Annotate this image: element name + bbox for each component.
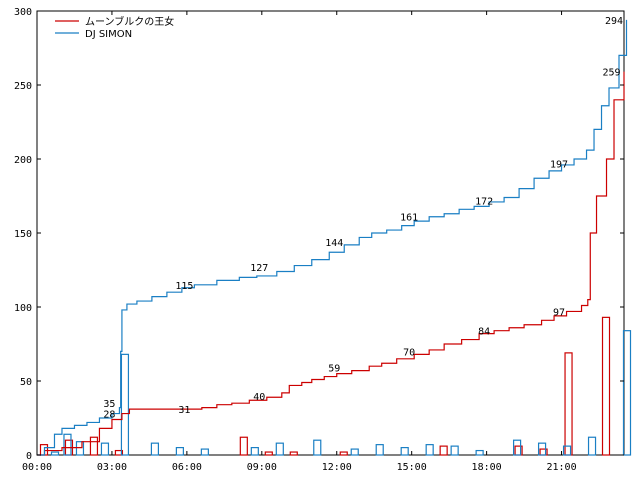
bar-1 — [150, 442, 160, 456]
x-tick-label: 12:00 — [322, 462, 352, 473]
y-tick-label: 150 — [14, 229, 32, 240]
y-tick-label: 300 — [14, 7, 32, 18]
data-label: 127 — [250, 263, 268, 274]
bar-0 — [439, 445, 448, 456]
bar-1 — [537, 442, 547, 456]
x-tick-label: 18:00 — [472, 462, 502, 473]
data-label: 31 — [178, 405, 190, 416]
legend-label-0: ムーンブルクの王女 — [85, 15, 174, 28]
data-label: 115 — [175, 281, 193, 292]
x-tick-label: 06:00 — [172, 462, 202, 473]
data-label: 144 — [325, 238, 343, 249]
bar-1 — [63, 433, 72, 456]
bar-1 — [400, 447, 409, 456]
legend: ムーンブルクの王女 DJ SIMON — [55, 15, 174, 40]
bar-0 — [564, 352, 573, 456]
lines-layer — [37, 19, 628, 456]
labels-layer: 28 31 40 59 70 84 97 259 35 115 127 144 161 172 197 294 — [103, 16, 623, 421]
data-label: 70 — [403, 347, 415, 358]
bar-1 — [50, 451, 60, 456]
x-tick-label: 00:00 — [22, 462, 52, 473]
plot-border — [36, 10, 625, 456]
data-label: 259 — [602, 68, 620, 79]
x-tick-label: 21:00 — [546, 462, 576, 473]
bar-1 — [587, 436, 597, 456]
x-tick-label: 09:00 — [247, 462, 277, 473]
bar-1 — [120, 353, 130, 456]
data-label: 84 — [478, 327, 490, 338]
bar-0 — [339, 451, 348, 456]
bar-1 — [512, 439, 522, 456]
bar-1 — [375, 444, 384, 456]
bar-1 — [475, 449, 484, 456]
legend-label-1: DJ SIMON — [85, 29, 132, 40]
bars-layer — [39, 316, 632, 456]
y-tick-label: 200 — [14, 155, 32, 166]
x-tick-label: 15:00 — [397, 462, 427, 473]
bar-1 — [622, 330, 632, 456]
data-label: 294 — [605, 16, 623, 27]
bar-1 — [250, 447, 259, 456]
bar-0 — [114, 449, 124, 456]
x-tick-label: 03:00 — [97, 462, 127, 473]
bar-0 — [289, 451, 298, 456]
bar-1 — [100, 442, 110, 456]
data-label: 172 — [475, 196, 493, 207]
data-label: 197 — [550, 159, 568, 170]
bar-1 — [450, 445, 459, 456]
bar-1 — [75, 441, 85, 456]
bar-1 — [275, 442, 284, 456]
y-tick-label: 250 — [14, 81, 32, 92]
y-tick-label: 50 — [20, 377, 32, 388]
bar-0 — [264, 451, 273, 456]
y-tick-label: 0 — [26, 451, 32, 462]
bar-1 — [350, 448, 359, 456]
axes-layer: 0 50 100 150 200 250 300 00:00 03:00 06:00 09:00 12… — [14, 7, 624, 473]
data-label: 97 — [553, 307, 565, 318]
series-line-0 — [37, 71, 625, 456]
bar-1 — [562, 445, 572, 456]
data-label: 35 — [103, 399, 115, 410]
plot-frame — [36, 10, 625, 456]
bar-1 — [200, 448, 209, 456]
bar-1 — [313, 439, 322, 456]
series-line-1 — [37, 19, 628, 456]
bar-1 — [175, 447, 184, 456]
bar-1 — [425, 444, 434, 456]
data-label: 40 — [253, 392, 265, 403]
bar-0 — [89, 436, 99, 456]
y-tick-label: 100 — [14, 303, 32, 314]
data-label: 28 — [103, 410, 115, 421]
data-label: 161 — [400, 213, 418, 224]
bar-0 — [601, 316, 611, 456]
bar-0 — [239, 436, 248, 456]
data-label: 59 — [328, 364, 340, 375]
